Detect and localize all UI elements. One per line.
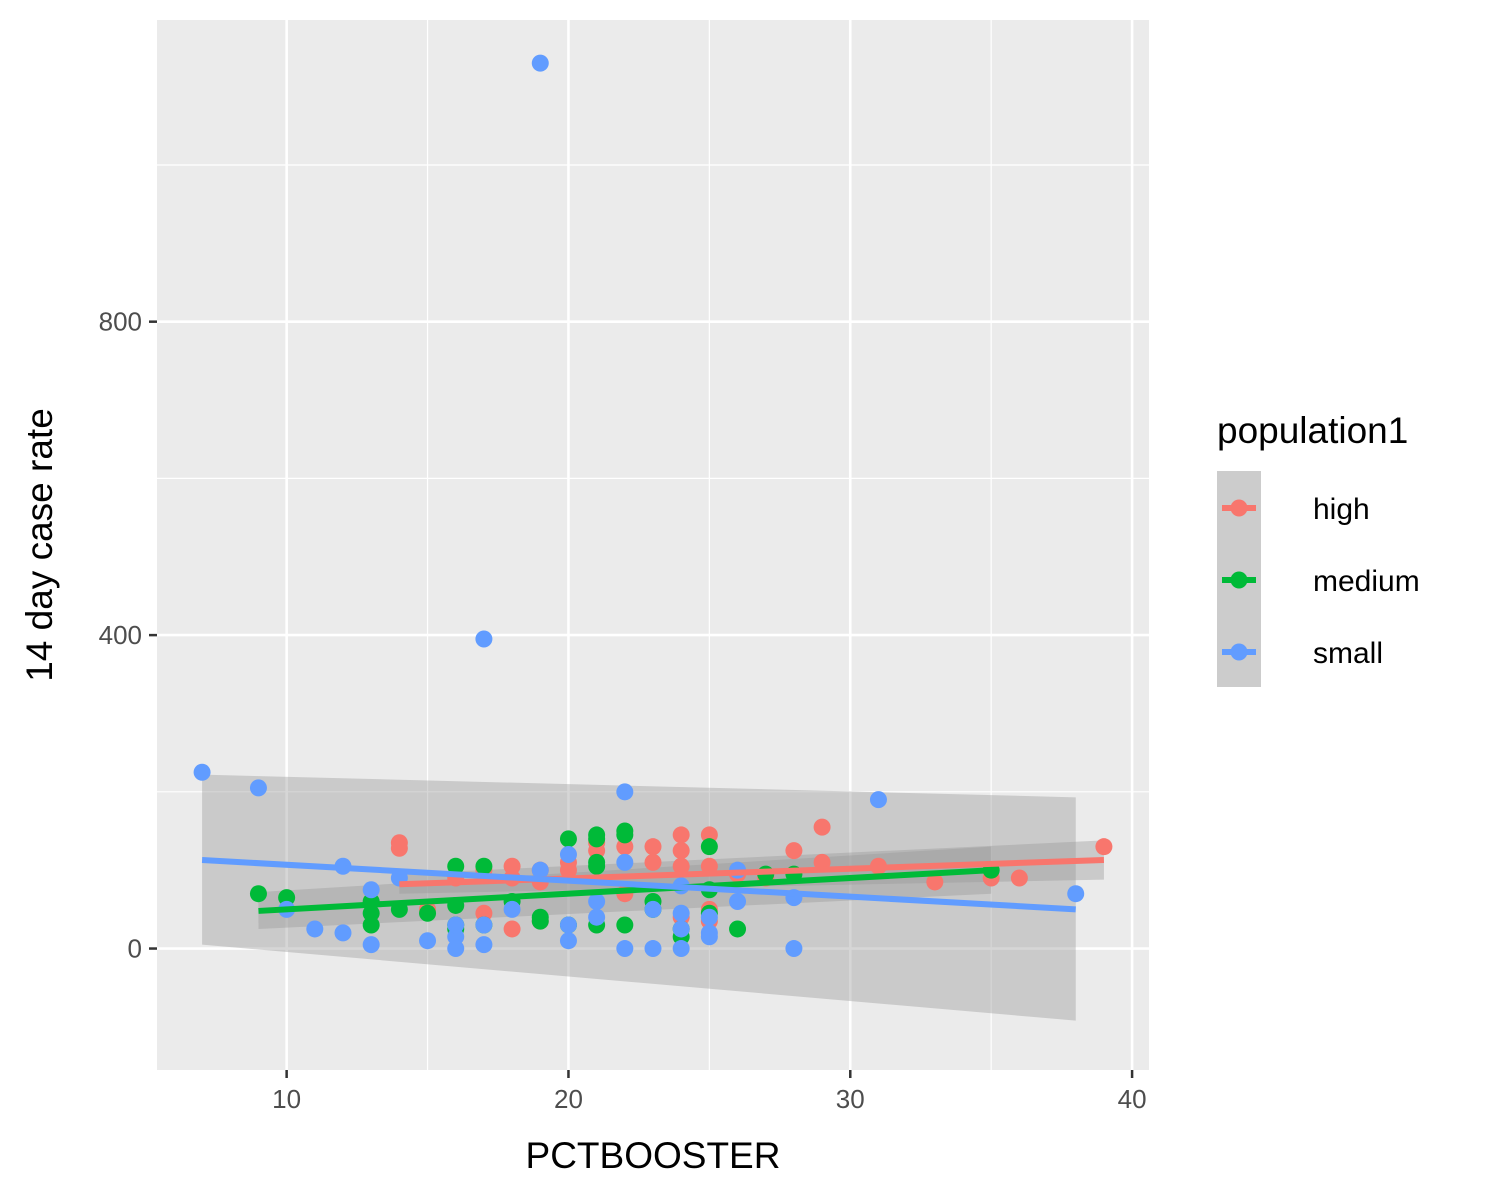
fit-lines: [201, 857, 1105, 914]
point-medium: [729, 920, 747, 938]
point-medium: [475, 857, 493, 875]
y-tick-label: 0: [128, 934, 142, 964]
point-small: [334, 924, 352, 942]
point-high: [1010, 869, 1028, 887]
point-high: [672, 857, 690, 875]
point-small: [588, 908, 606, 926]
point-high: [926, 873, 944, 891]
point-medium: [447, 857, 465, 875]
point-high: [588, 842, 606, 860]
legend-key-point-high: [1230, 499, 1248, 517]
point-medium: [700, 838, 718, 856]
point-high: [503, 857, 521, 875]
x-axis-title: PCTBOOSTER: [526, 1135, 781, 1176]
point-small: [672, 904, 690, 922]
legend-key-point-medium: [1230, 571, 1248, 589]
point-small: [869, 791, 887, 809]
point-high: [475, 904, 493, 922]
legend-label-medium: medium: [1313, 565, 1420, 598]
point-small: [1067, 885, 1085, 903]
y-tick-label: 800: [99, 307, 142, 337]
point-high: [672, 842, 690, 860]
point-high: [390, 839, 408, 857]
point-medium: [559, 830, 577, 848]
point-small: [616, 783, 634, 801]
point-high: [559, 861, 577, 879]
x-axis: 10 20 30 40: [272, 1070, 1147, 1114]
point-small: [672, 940, 690, 958]
point-small: [644, 900, 662, 918]
point-high: [644, 853, 662, 871]
point-small: [559, 932, 577, 950]
y-axis: 0 400 800: [99, 307, 157, 964]
point-high: [644, 838, 662, 856]
point-small: [729, 893, 747, 911]
point-small: [193, 763, 211, 781]
point-small: [475, 936, 493, 954]
point-medium: [588, 830, 606, 848]
point-small: [588, 893, 606, 911]
point-small: [306, 920, 324, 938]
legend: population1 high medium small: [1217, 410, 1420, 687]
point-small: [559, 916, 577, 934]
point-small: [700, 928, 718, 946]
point-small: [419, 932, 437, 950]
point-high: [672, 826, 690, 844]
ci-ribbon-small: [202, 774, 1076, 1021]
fit-line-medium: [258, 867, 992, 914]
x-tick-label: 30: [836, 1084, 865, 1114]
y-axis-title: 14 day case rate: [19, 408, 60, 682]
point-small: [700, 908, 718, 926]
x-tick-label: 10: [272, 1084, 301, 1114]
point-small: [362, 881, 380, 899]
point-small: [447, 916, 465, 934]
point-medium: [616, 826, 634, 844]
point-small: [644, 940, 662, 958]
legend-label-high: high: [1313, 493, 1370, 526]
point-high: [503, 920, 521, 938]
point-small: [531, 861, 549, 879]
point-small: [447, 928, 465, 946]
legend-label-small: small: [1313, 637, 1383, 670]
point-medium: [531, 912, 549, 930]
point-small: [503, 900, 521, 918]
point-small: [616, 940, 634, 958]
point-small: [616, 853, 634, 871]
fit-line-small: [201, 857, 1076, 913]
point-medium: [588, 857, 606, 875]
point-small: [559, 846, 577, 864]
point-high: [1095, 838, 1113, 856]
point-high: [813, 818, 831, 836]
point-small: [475, 630, 493, 648]
point-small: [447, 940, 465, 958]
point-small: [249, 779, 267, 797]
point-medium: [362, 904, 380, 922]
point-small: [362, 936, 380, 954]
legend-key-point-small: [1230, 643, 1248, 661]
point-small: [475, 916, 493, 934]
point-small: [785, 940, 803, 958]
x-tick-label: 40: [1118, 1084, 1147, 1114]
point-medium: [249, 885, 267, 903]
point-small: [672, 920, 690, 938]
point-high: [700, 826, 718, 844]
point-high: [785, 842, 803, 860]
point-medium: [278, 889, 296, 907]
point-medium: [362, 916, 380, 934]
point-medium: [419, 904, 437, 922]
point-small: [531, 54, 549, 72]
grid-minor: [157, 20, 1149, 1070]
y-tick-label: 400: [99, 620, 142, 650]
point-medium: [616, 916, 634, 934]
legend-title: population1: [1217, 410, 1408, 451]
x-tick-label: 20: [554, 1084, 583, 1114]
point-high: [616, 838, 634, 856]
